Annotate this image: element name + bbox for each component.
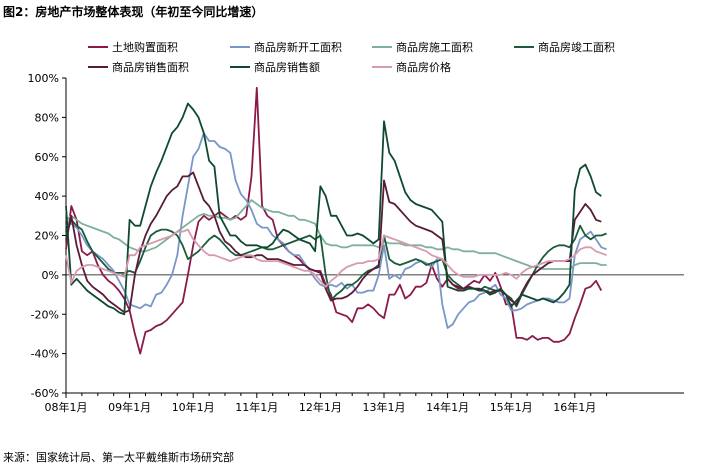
y-tick-label: -40% bbox=[31, 348, 59, 361]
y-tick-label: 60% bbox=[35, 151, 59, 164]
source-note: 来源：国家统计局、第一太平戴维斯市场研究部 bbox=[3, 451, 234, 464]
y-tick-label: 0% bbox=[42, 269, 59, 282]
y-tick-label: -20% bbox=[31, 308, 59, 321]
series-line-6 bbox=[65, 102, 602, 316]
series-line-5 bbox=[65, 171, 602, 314]
legend-label: 商品房价格 bbox=[396, 60, 451, 74]
y-axis: -60% -40% -20% 0% 20% 40% 60% 80% 100% bbox=[28, 72, 67, 400]
y-tick-label: 80% bbox=[35, 111, 59, 124]
series-layer bbox=[65, 86, 607, 355]
legend-label: 商品房销售额 bbox=[254, 60, 320, 74]
series-line-2 bbox=[65, 132, 607, 329]
x-tick-label: 11年1月 bbox=[235, 400, 278, 414]
y-tick-label: -60% bbox=[31, 387, 59, 400]
legend-label: 商品房施工面积 bbox=[396, 40, 473, 54]
y-tick-label: 20% bbox=[35, 230, 59, 243]
x-tick-label: 10年1月 bbox=[172, 400, 215, 414]
series-line-1 bbox=[65, 86, 603, 355]
series-line-7 bbox=[65, 228, 607, 288]
x-tick-label: 14年1月 bbox=[426, 400, 469, 414]
series-line-4 bbox=[65, 218, 607, 308]
x-tick-label: 15年1月 bbox=[490, 400, 533, 414]
legend-label: 商品房竣工面积 bbox=[538, 40, 615, 54]
legend-label: 商品房销售面积 bbox=[112, 60, 189, 74]
y-tick-label: 40% bbox=[35, 190, 59, 203]
chart-title: 图2：房地产市场整体表现（年初至今同比增速） bbox=[3, 5, 264, 19]
x-tick-label: 08年1月 bbox=[45, 400, 88, 414]
y-tick-label: 100% bbox=[28, 72, 59, 85]
x-tick-label: 13年1月 bbox=[363, 400, 406, 414]
legend-label: 商品房新开工面积 bbox=[254, 40, 342, 54]
x-axis: 08年1月 09年1月 10年1月 11年1月 12年1月 13年1月 14年1月 15年1月… bbox=[45, 274, 684, 414]
x-tick-label: 16年1月 bbox=[553, 400, 596, 414]
series-line-3 bbox=[65, 199, 607, 270]
legend-label: 土地购置面积 bbox=[112, 40, 178, 54]
x-tick-label: 12年1月 bbox=[299, 400, 342, 414]
x-tick-label: 09年1月 bbox=[108, 400, 151, 414]
